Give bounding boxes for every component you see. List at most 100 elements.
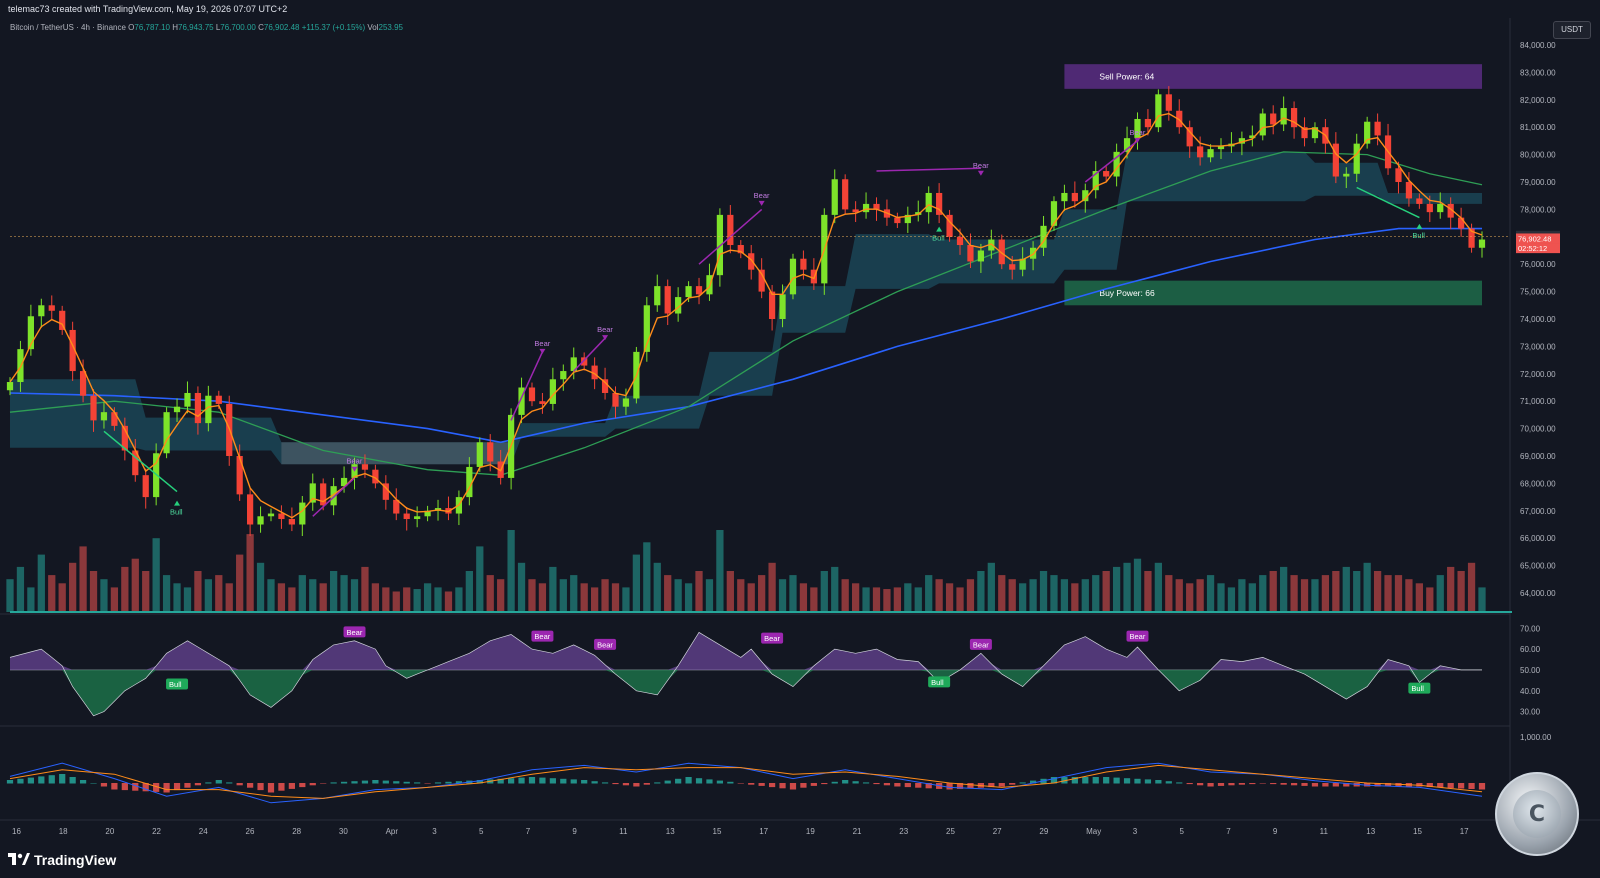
macd-histogram-bar bbox=[549, 778, 556, 784]
tradingview-logo-icon bbox=[8, 853, 30, 865]
volume-bar bbox=[1467, 562, 1476, 612]
volume-bar bbox=[1175, 579, 1183, 612]
volume-bar bbox=[945, 583, 954, 612]
candle-body bbox=[643, 305, 650, 352]
candle-body bbox=[1207, 149, 1214, 158]
volume-bar bbox=[1384, 575, 1392, 612]
macd-histogram-bar bbox=[904, 783, 911, 788]
macd-histogram-bar bbox=[173, 783, 181, 791]
time-tick-label: 17 bbox=[1460, 827, 1469, 836]
macd-histogram-bar bbox=[1165, 781, 1172, 784]
price-axis-label: 76,902.48 bbox=[1518, 234, 1551, 243]
bear-divergence-line bbox=[1084, 140, 1138, 183]
candle-body bbox=[1405, 182, 1413, 199]
macd-histogram-bar bbox=[497, 778, 504, 784]
time-tick-label: 17 bbox=[759, 827, 768, 836]
candle-body bbox=[1374, 121, 1381, 136]
volume-bar bbox=[1123, 562, 1131, 612]
candle-body bbox=[695, 286, 703, 295]
volume-bar bbox=[810, 587, 818, 612]
macd-histogram-bar bbox=[100, 783, 108, 787]
tradingview-brand[interactable]: TradingView bbox=[8, 852, 116, 868]
candle-body bbox=[862, 203, 870, 213]
candle-body bbox=[1395, 168, 1402, 182]
high-value: 76,943.75 bbox=[178, 23, 214, 32]
volume-bar bbox=[820, 571, 828, 612]
macd-histogram-bar bbox=[633, 783, 640, 787]
time-tick-label: 15 bbox=[713, 827, 722, 836]
volume-bar bbox=[935, 579, 943, 612]
volume-bar bbox=[851, 583, 860, 612]
volume-bar bbox=[1112, 566, 1121, 612]
macd-histogram-bar bbox=[894, 783, 901, 787]
rsi-tick-label: 60.00 bbox=[1520, 645, 1541, 654]
price-tick-label: 66,000.00 bbox=[1520, 534, 1556, 543]
macd-histogram-bar bbox=[111, 783, 118, 790]
currency-badge[interactable]: USDT bbox=[1553, 21, 1591, 39]
bear-divergence-line bbox=[876, 167, 981, 172]
price-tick-label: 69,000.00 bbox=[1520, 452, 1556, 461]
bull-rsi-label: Bull bbox=[1411, 684, 1424, 693]
candle-body bbox=[1061, 192, 1068, 202]
candle-body bbox=[727, 214, 734, 246]
macd-histogram-bar bbox=[695, 778, 703, 784]
candle-body bbox=[1311, 127, 1319, 139]
volume-bar bbox=[528, 579, 536, 612]
macd-histogram-bar bbox=[601, 782, 609, 784]
volume-bar bbox=[277, 583, 286, 612]
candle-body bbox=[549, 379, 556, 404]
macd-histogram-bar bbox=[132, 783, 139, 791]
volume-bar bbox=[1269, 571, 1277, 612]
price-tick-label: 78,000.00 bbox=[1520, 205, 1556, 214]
candle-body bbox=[1165, 94, 1172, 111]
symbol-title[interactable]: Bitcoin / TetherUS · 4h · Binance bbox=[10, 23, 126, 32]
macd-histogram-bar bbox=[518, 777, 525, 784]
candle-body bbox=[59, 310, 66, 330]
candle-body bbox=[1416, 198, 1423, 204]
rsi-tick-label: 70.00 bbox=[1520, 624, 1541, 633]
volume-bar bbox=[246, 534, 254, 612]
volume-bar bbox=[434, 587, 442, 612]
volume-bar bbox=[1405, 579, 1413, 612]
candle-body bbox=[675, 297, 682, 314]
time-tick-label: 19 bbox=[806, 827, 815, 836]
candle-body bbox=[1447, 203, 1454, 218]
bear-divergence-line bbox=[312, 477, 356, 517]
volume-bar bbox=[1321, 575, 1330, 612]
candle-body bbox=[340, 477, 348, 487]
macd-histogram-bar bbox=[1113, 777, 1120, 784]
time-tick-label: 5 bbox=[479, 827, 484, 836]
volume-bar bbox=[1353, 571, 1361, 612]
candle-body bbox=[591, 365, 598, 380]
time-tick-label: 22 bbox=[152, 827, 161, 836]
volume-bar bbox=[1050, 575, 1058, 612]
time-tick-label: 25 bbox=[946, 827, 955, 836]
volume-bar bbox=[100, 579, 108, 612]
volume-bar bbox=[1332, 571, 1340, 612]
candle-body bbox=[1155, 94, 1162, 128]
macd-histogram-bar bbox=[831, 781, 838, 784]
bull-rsi-label: Bull bbox=[931, 678, 944, 687]
coin-logo-icon: C bbox=[1513, 790, 1561, 838]
volume-bar bbox=[1081, 579, 1089, 612]
volume-bar bbox=[215, 575, 223, 612]
volume-bar bbox=[1436, 575, 1444, 612]
macd-histogram-bar bbox=[1311, 783, 1319, 787]
macd-histogram-bar bbox=[382, 780, 389, 784]
macd-histogram-bar bbox=[727, 781, 734, 784]
candle-body bbox=[1019, 258, 1026, 270]
volume-bar bbox=[538, 583, 547, 612]
volume-bar bbox=[716, 530, 724, 612]
volume-bar bbox=[1102, 571, 1110, 612]
volume-bar bbox=[726, 571, 734, 612]
candle-body bbox=[748, 253, 755, 270]
macd-histogram-bar bbox=[915, 783, 922, 788]
volume-bar bbox=[998, 575, 1006, 612]
low-label: L bbox=[215, 23, 221, 32]
time-tick-label: 23 bbox=[899, 827, 908, 836]
macd-histogram-bar bbox=[194, 783, 202, 786]
candle-body bbox=[1249, 135, 1256, 139]
price-tick-label: 65,000.00 bbox=[1520, 562, 1556, 571]
close-value: 76,902.48 bbox=[263, 23, 300, 32]
